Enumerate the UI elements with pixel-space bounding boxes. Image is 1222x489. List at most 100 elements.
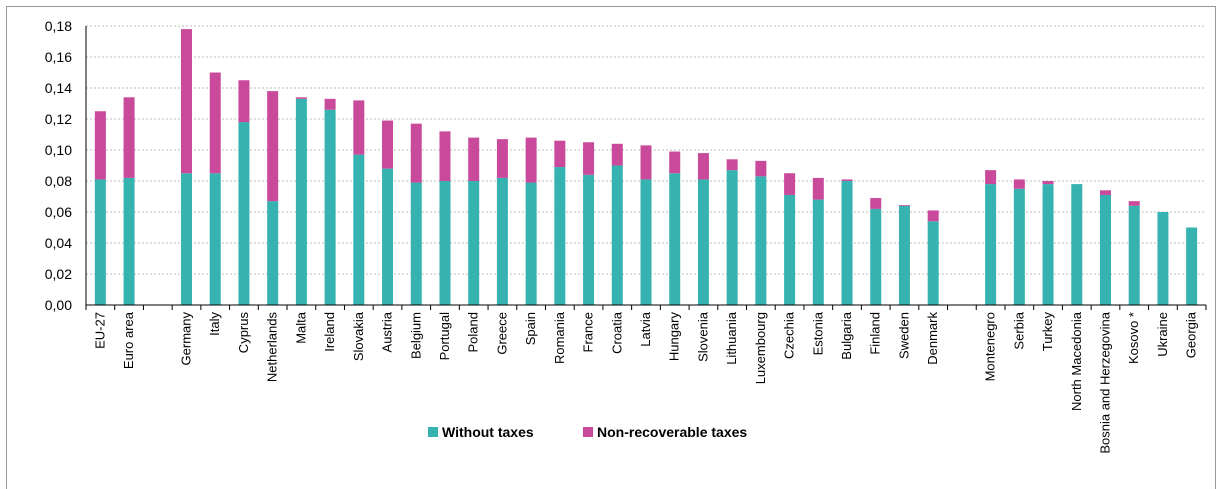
x-category-label: Slovenia <box>695 311 710 362</box>
bar-without-taxes <box>669 173 681 305</box>
bar-non-recoverable-taxes <box>525 137 537 183</box>
bars <box>94 29 1198 305</box>
legend-swatch-non-recoverable-taxes <box>583 427 593 437</box>
bar-without-taxes <box>898 205 910 305</box>
x-category-label: Denmark <box>925 312 940 365</box>
y-tick-label: 0,04 <box>45 235 72 251</box>
x-category-label: Slovakia <box>351 311 366 361</box>
bar-non-recoverable-taxes <box>583 142 595 175</box>
bar-without-taxes <box>554 167 566 305</box>
y-tick-label: 0,10 <box>45 142 72 158</box>
y-tick-label: 0,02 <box>45 266 72 282</box>
x-category-label: Portugal <box>437 312 452 361</box>
x-category-label: Malta <box>293 311 308 344</box>
x-axis <box>85 26 1207 310</box>
bar-without-taxes <box>353 154 365 305</box>
bar-non-recoverable-taxes <box>1099 190 1111 195</box>
bar-non-recoverable-taxes <box>324 98 336 110</box>
bar-without-taxes <box>812 199 824 305</box>
bar-non-recoverable-taxes <box>784 173 796 195</box>
bar-without-taxes <box>1157 212 1169 305</box>
bar-without-taxes <box>927 221 939 305</box>
y-tick-label: 0,18 <box>45 18 72 34</box>
bar-non-recoverable-taxes <box>697 153 709 180</box>
x-category-label: Serbia <box>1011 311 1026 349</box>
x-category-label: Bulgaria <box>839 311 854 359</box>
bar-non-recoverable-taxes <box>410 123 422 183</box>
y-tick-label: 0,14 <box>45 80 72 96</box>
y-axis-ticks: 0,00 0,02 0,04 0,06 0,08 0,10 0,12 0,14 0,16 0,18 <box>45 18 72 313</box>
x-category-label: Romania <box>552 311 567 364</box>
bar-non-recoverable-taxes <box>1013 179 1025 189</box>
x-category-label: Turkey <box>1040 312 1055 352</box>
bar-without-taxes <box>841 181 853 305</box>
bar-without-taxes <box>439 181 451 305</box>
bar-non-recoverable-taxes <box>295 97 307 99</box>
x-category-label: France <box>581 312 596 352</box>
x-category-label: Italy <box>207 312 222 336</box>
x-category-label: Georgia <box>1184 311 1199 358</box>
bar-without-taxes <box>94 179 106 305</box>
x-category-label: Croatia <box>609 311 624 354</box>
bar-non-recoverable-taxes <box>496 139 508 178</box>
bar-without-taxes <box>123 177 135 305</box>
bar-non-recoverable-taxes <box>1042 181 1054 185</box>
bar-non-recoverable-taxes <box>841 179 853 181</box>
x-category-label: Czechia <box>782 311 797 359</box>
bar-without-taxes <box>583 174 595 305</box>
y-tick-label: 0,16 <box>45 49 72 65</box>
bar-without-taxes <box>525 182 537 305</box>
bar-non-recoverable-taxes <box>1128 201 1140 206</box>
x-category-label: Netherlands <box>265 312 280 383</box>
bar-without-taxes <box>410 182 422 305</box>
legend: Without taxes Non-recoverable taxes <box>428 424 747 440</box>
bar-non-recoverable-taxes <box>382 120 394 169</box>
bar-without-taxes <box>870 208 882 305</box>
bar-without-taxes <box>755 176 767 305</box>
bar-non-recoverable-taxes <box>209 72 221 174</box>
bar-without-taxes <box>1186 227 1198 305</box>
bar-without-taxes <box>1071 184 1083 305</box>
bar-non-recoverable-taxes <box>123 97 135 178</box>
x-category-label: Spain <box>523 312 538 345</box>
x-category-label: Sweden <box>896 312 911 359</box>
y-tick-label: 0,06 <box>45 204 72 220</box>
legend-label-non-recoverable-taxes: Non-recoverable taxes <box>597 424 747 440</box>
x-category-label: Euro area <box>121 311 136 369</box>
bar-without-taxes <box>181 173 193 305</box>
bar-without-taxes <box>267 201 279 305</box>
bar-non-recoverable-taxes <box>870 198 882 209</box>
bar-without-taxes <box>611 165 623 305</box>
x-category-label: Greece <box>494 312 509 355</box>
x-category-label: Germany <box>179 312 194 366</box>
bar-non-recoverable-taxes <box>353 100 365 155</box>
x-category-label: Bosnia and Herzegovina <box>1097 311 1112 453</box>
x-category-label: Ukraine <box>1155 312 1170 357</box>
x-category-label: Finland <box>868 312 883 355</box>
bar-without-taxes <box>295 98 307 305</box>
bar-without-taxes <box>324 109 336 305</box>
bar-non-recoverable-taxes <box>755 160 767 177</box>
bar-without-taxes <box>468 181 480 305</box>
bar-without-taxes <box>985 184 997 305</box>
bar-non-recoverable-taxes <box>468 137 480 181</box>
bar-non-recoverable-taxes <box>611 143 623 166</box>
bar-non-recoverable-taxes <box>669 151 681 174</box>
x-category-label: North Macedonia <box>1069 311 1084 411</box>
x-category-label: Cyprus <box>236 312 251 354</box>
bar-non-recoverable-taxes <box>927 210 939 222</box>
x-category-label: Latvia <box>638 311 653 346</box>
bar-non-recoverable-taxes <box>812 177 824 200</box>
x-axis-labels: EU-27 Euro area Germany Italy Cyprus Netherla… <box>92 311 1198 453</box>
bar-non-recoverable-taxes <box>640 145 652 180</box>
bar-non-recoverable-taxes <box>94 111 106 180</box>
bar-without-taxes <box>697 179 709 305</box>
x-category-label: Estonia <box>810 311 825 355</box>
y-tick-label: 0,00 <box>45 297 72 313</box>
x-category-label: Luxembourg <box>753 312 768 384</box>
bar-without-taxes <box>726 170 738 305</box>
x-category-label: Kosovo * <box>1126 312 1141 364</box>
bar-non-recoverable-taxes <box>439 131 451 181</box>
bar-non-recoverable-taxes <box>554 140 566 168</box>
